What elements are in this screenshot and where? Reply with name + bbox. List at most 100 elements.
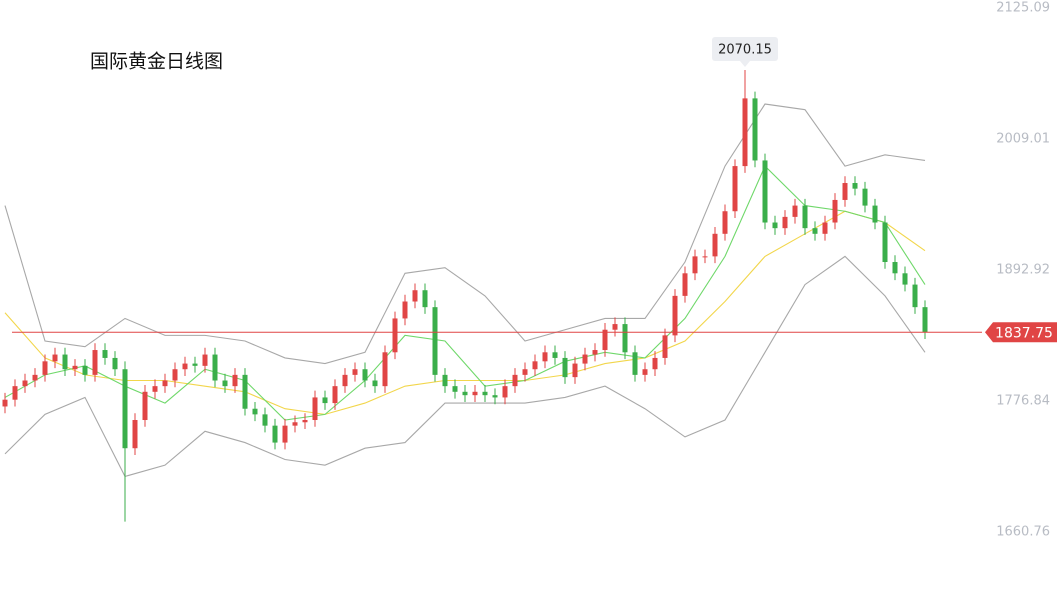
candle-body	[692, 256, 698, 274]
candle-body	[332, 386, 338, 404]
candle-body	[492, 395, 498, 398]
candle-body	[112, 357, 118, 370]
candle-body	[212, 354, 218, 381]
candle-body	[42, 361, 48, 375]
candle-body	[442, 374, 448, 387]
candle-body	[322, 397, 328, 404]
candle-body	[812, 228, 818, 234]
candle-body	[62, 354, 68, 370]
candle-body	[462, 391, 468, 396]
candle-body	[412, 290, 418, 302]
candle-body	[602, 329, 608, 351]
candle-body	[422, 290, 428, 308]
candle-body	[202, 354, 208, 366]
candle-body	[382, 352, 388, 387]
high-callout-label: 2070.15	[718, 43, 772, 58]
candle-body	[752, 98, 758, 161]
chart-title: 国际黄金日线图	[90, 51, 223, 73]
candle-body	[392, 318, 398, 353]
candle-body	[432, 307, 438, 375]
candle-body	[852, 183, 858, 189]
y-tick-label: 1660.76	[996, 525, 1050, 540]
y-tick-label: 1892.92	[996, 263, 1050, 278]
candle-body	[892, 262, 898, 274]
candle-body	[172, 369, 178, 381]
y-tick-label: 2009.01	[996, 131, 1050, 146]
candle-body	[512, 374, 518, 387]
candle-body	[612, 324, 618, 330]
candle-body	[222, 380, 228, 387]
candle-body	[552, 352, 558, 358]
candle-body	[482, 391, 488, 396]
candle-body	[402, 301, 408, 319]
candle-body	[92, 350, 98, 375]
candle-body	[152, 386, 158, 392]
candle-body	[452, 386, 458, 392]
candle-body	[502, 386, 508, 398]
candle-body	[572, 363, 578, 378]
candle-body	[652, 357, 658, 370]
candle-body	[32, 374, 38, 381]
candle-body	[192, 363, 198, 366]
last-price-tag	[985, 322, 1057, 343]
candle-body	[162, 380, 168, 387]
candle-body	[582, 354, 588, 364]
candle-body	[882, 222, 888, 263]
candle-body	[862, 188, 868, 206]
candle-body	[642, 369, 648, 375]
candle-body	[372, 380, 378, 387]
candle-body	[912, 284, 918, 308]
candle-body	[472, 391, 478, 396]
overlay-line	[4, 210, 926, 415]
candle-body	[72, 365, 78, 370]
candle-body	[182, 363, 188, 370]
candle-body	[682, 273, 688, 296]
candle-body	[592, 350, 598, 355]
candle-body	[2, 399, 8, 407]
candle-body	[292, 422, 298, 426]
candle-body	[672, 295, 678, 336]
candle-body	[802, 205, 808, 229]
candle-body	[352, 369, 358, 375]
candle-body	[742, 98, 748, 167]
candle-body	[272, 425, 278, 443]
y-tick-label: 2125.09	[996, 1, 1050, 16]
candle-body	[632, 352, 638, 375]
candle-body	[282, 425, 288, 443]
last-price-label: 1837.75	[995, 325, 1053, 341]
candle-body	[262, 414, 268, 426]
candle-body	[782, 216, 788, 229]
candle-body	[22, 380, 28, 387]
candle-body	[872, 205, 878, 223]
candle-body	[622, 324, 628, 353]
candle-body	[922, 307, 928, 333]
candle-body	[562, 357, 568, 378]
candle-body	[232, 374, 238, 387]
candle-body	[122, 369, 128, 449]
candle-body	[702, 256, 708, 258]
candle-body	[832, 199, 838, 223]
candle-body	[302, 420, 308, 423]
candle-body	[132, 420, 138, 449]
candle-body	[312, 397, 318, 421]
candle-body	[252, 408, 258, 415]
candle-body	[362, 369, 368, 381]
candle-body	[792, 205, 798, 217]
candle-body	[902, 273, 908, 285]
high-callout-pointer	[740, 61, 750, 68]
candle-body	[522, 369, 528, 375]
overlay-line	[4, 165, 926, 421]
candle-body	[82, 365, 88, 375]
candle-body	[242, 374, 248, 409]
candle-body	[102, 350, 108, 358]
candle-body	[772, 222, 778, 229]
candle-body	[732, 166, 738, 212]
candle-body	[712, 233, 718, 257]
candle-body	[762, 160, 768, 223]
candle-body	[822, 222, 828, 234]
candle-body	[142, 391, 148, 421]
candle-body	[542, 352, 548, 362]
high-callout-box	[712, 37, 778, 62]
candle-body	[532, 361, 538, 370]
